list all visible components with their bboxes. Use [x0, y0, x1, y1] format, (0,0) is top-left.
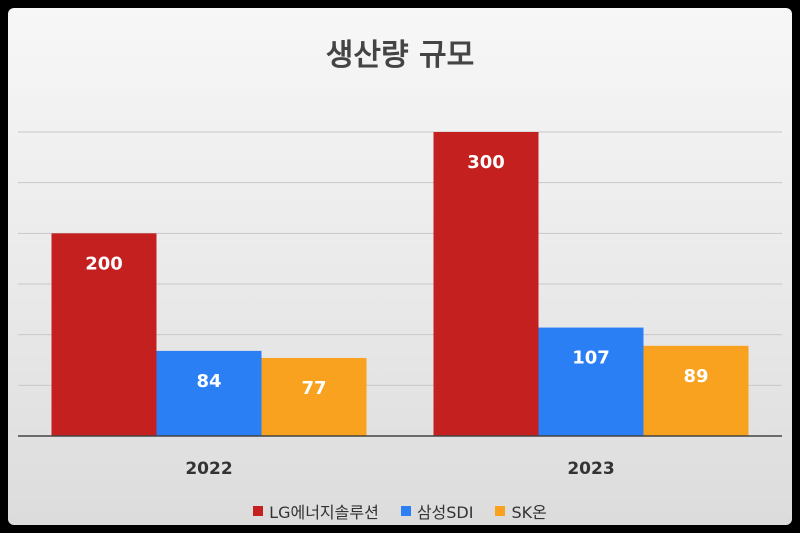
- chart-title: 생산량 규모: [325, 38, 475, 73]
- legend-item: LG에너지솔루션: [253, 499, 379, 523]
- bar: [261, 357, 367, 436]
- x-axis: 2022 2023: [18, 435, 782, 479]
- legend-label: 삼성SDI: [416, 503, 474, 522]
- bar-value-label: 300: [467, 152, 505, 173]
- x-tick-label: 2022: [185, 459, 232, 479]
- bar: [433, 132, 539, 436]
- bar-value-label: 200: [85, 253, 123, 274]
- legend-swatch: [495, 506, 506, 516]
- bar: [51, 233, 157, 436]
- bar: [643, 345, 749, 436]
- bar-value-label: 77: [301, 378, 326, 399]
- bars: [51, 132, 749, 436]
- legend-item: SK온: [495, 499, 547, 523]
- legend-label: LG에너지솔루션: [269, 503, 379, 522]
- bar-value-label: 84: [196, 371, 221, 392]
- legend-swatch: [253, 506, 264, 516]
- x-tick-label: 2023: [567, 459, 614, 479]
- legend-swatch: [400, 506, 411, 516]
- legend-label: SK온: [511, 503, 547, 522]
- legend: LG에너지솔루션 삼성SDI SK온: [0, 499, 800, 523]
- bar: [156, 350, 262, 436]
- bar-value-label: 107: [572, 348, 610, 369]
- bar: [538, 327, 644, 436]
- bar-labels: 200 84 77 300 107 89: [85, 152, 708, 399]
- legend-item: 삼성SDI: [400, 499, 474, 523]
- bar-value-label: 89: [683, 366, 708, 387]
